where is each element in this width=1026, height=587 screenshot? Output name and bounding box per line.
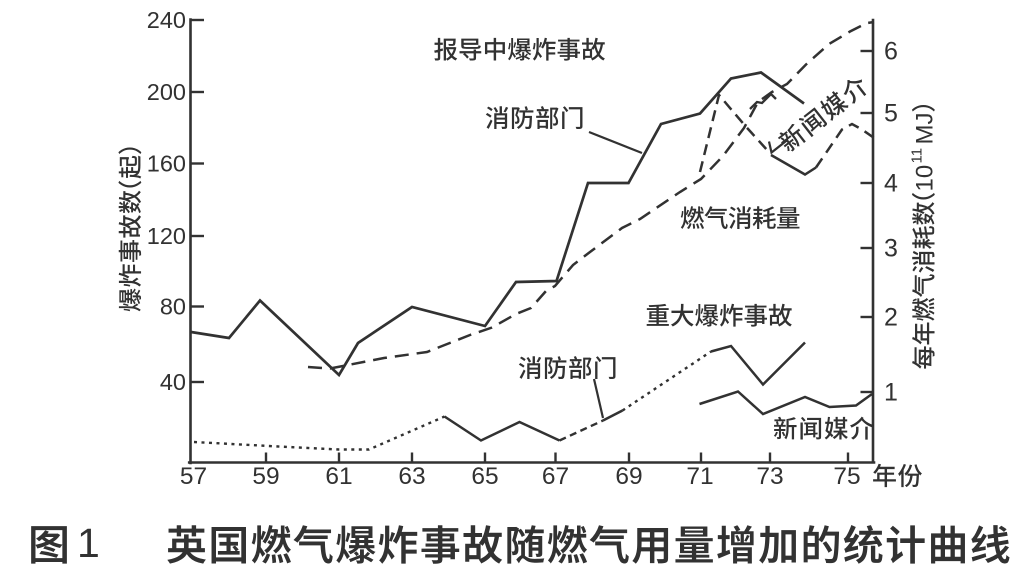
svg-text:59: 59 [252, 463, 279, 490]
svg-text:240: 240 [147, 7, 186, 33]
svg-text:73: 73 [756, 463, 783, 490]
svg-text:57: 57 [180, 463, 207, 490]
svg-text:5: 5 [884, 100, 898, 128]
svg-text:1: 1 [77, 520, 100, 566]
svg-text:4: 4 [884, 170, 898, 198]
svg-text:1: 1 [884, 379, 898, 407]
svg-text:200: 200 [147, 79, 186, 105]
svg-text:69: 69 [615, 463, 642, 490]
svg-text:67: 67 [542, 463, 569, 490]
svg-text:80: 80 [160, 294, 186, 320]
svg-text:2: 2 [884, 304, 898, 332]
svg-text:6: 6 [884, 38, 898, 66]
svg-text:61: 61 [325, 463, 352, 490]
svg-text:65: 65 [471, 463, 498, 490]
svg-text:120: 120 [147, 223, 186, 249]
svg-text:160: 160 [147, 151, 186, 177]
svg-text:75: 75 [833, 463, 860, 490]
svg-text:3: 3 [884, 235, 898, 263]
svg-text:63: 63 [398, 463, 425, 490]
svg-text:11: 11 [909, 148, 926, 164]
svg-text:10: 10 [912, 165, 939, 192]
svg-text:40: 40 [160, 369, 186, 395]
svg-text:MJ: MJ [912, 113, 939, 145]
svg-text:71: 71 [686, 463, 713, 490]
